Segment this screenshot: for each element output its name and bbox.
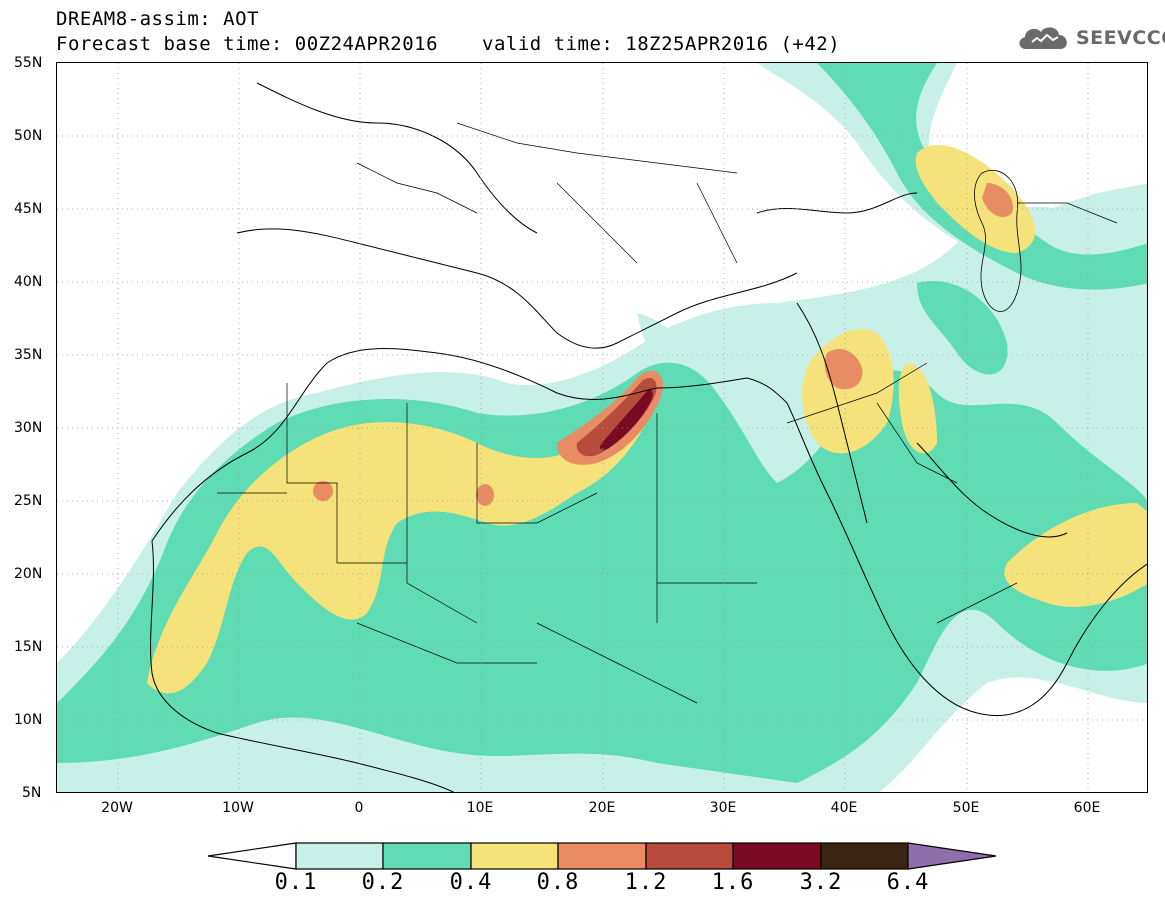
colorbar-label: 1.6 — [711, 870, 755, 895]
aot-band-1.2 — [576, 377, 657, 457]
seevccc-logo: SEEVCCC — [1016, 22, 1165, 54]
colorbar-segment — [295, 842, 384, 870]
lat-label: 30N — [14, 420, 43, 436]
colorbar-label: 3.2 — [799, 870, 843, 895]
lat-label: 15N — [14, 639, 43, 655]
lat-label: 10N — [14, 712, 43, 728]
lat-label: 35N — [14, 347, 43, 363]
lat-label: 20N — [14, 566, 43, 582]
colorbar-overflow — [907, 842, 997, 870]
colorbar-segment — [820, 842, 909, 870]
colorbar-segment — [382, 842, 472, 870]
colorbar-label: 0.2 — [361, 870, 405, 895]
valid-time: valid time: 18Z25APR2016 (+42) — [482, 33, 841, 55]
graticule — [57, 63, 1147, 792]
lon-label: 20E — [588, 800, 616, 816]
lat-label: 25N — [14, 493, 43, 509]
colorbar-label: 0.4 — [449, 870, 493, 895]
cloud-icon — [1019, 27, 1067, 49]
coastlines — [150, 82, 1147, 792]
colorbar-label: 0.8 — [536, 870, 580, 895]
aot-band-0.4 — [147, 144, 1147, 694]
forecast-base-time: Forecast base time: 00Z24APR2016 — [56, 33, 439, 55]
lat-label: 5N — [22, 785, 42, 801]
lon-label: 10W — [222, 800, 254, 816]
colorbar-label: 6.4 — [886, 870, 930, 895]
lon-label: 30E — [709, 800, 737, 816]
colorbar-segment — [470, 842, 559, 870]
lon-label: 60E — [1073, 800, 1101, 816]
lat-label: 55N — [14, 55, 43, 71]
aot-contour-map — [57, 63, 1147, 792]
colorbar-segment — [732, 842, 822, 870]
colorbar-segment — [557, 842, 647, 870]
lon-label: 0 — [354, 800, 364, 816]
lon-label: 40E — [830, 800, 858, 816]
colorbar-segment — [645, 842, 734, 870]
aot-band-1.6 — [599, 389, 653, 450]
colorbar-label: 0.1 — [274, 870, 318, 895]
lon-label: 10E — [466, 800, 494, 816]
map-area[interactable] — [56, 62, 1148, 793]
colorbar — [208, 842, 997, 870]
map-title: DREAM8-assim: AOT — [56, 8, 259, 30]
caspian-sea — [974, 170, 1022, 312]
lon-label: 50E — [952, 800, 980, 816]
lat-label: 45N — [14, 201, 43, 217]
lat-label: 40N — [14, 274, 43, 290]
lat-label: 50N — [14, 128, 43, 144]
lon-label: 20W — [101, 800, 133, 816]
colorbar-underflow — [208, 842, 297, 870]
colorbar-label: 1.2 — [624, 870, 668, 895]
logo-text: SEEVCCC — [1076, 27, 1165, 49]
